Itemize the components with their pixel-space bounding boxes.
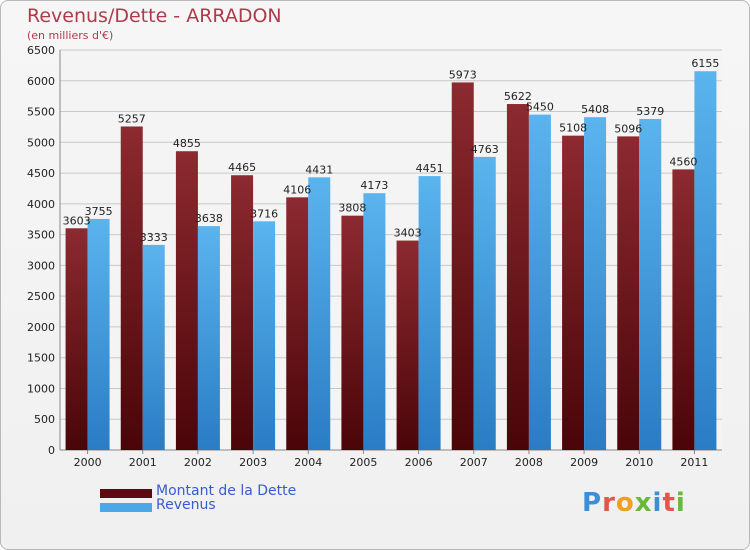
bar-debt [175, 151, 198, 450]
chart-title: Revenus/Dette - ARRADON [27, 5, 282, 27]
bar-debt [672, 169, 695, 450]
data-label-debt: 5096 [614, 122, 642, 135]
y-tick-label: 1000 [27, 382, 55, 395]
bar-debt [396, 240, 419, 450]
bar-debt [451, 82, 474, 450]
bar-debt [65, 228, 88, 450]
data-label-revenue: 4763 [471, 143, 499, 156]
bar-debt [506, 104, 529, 451]
y-tick-label: 2000 [27, 321, 55, 334]
data-label-revenue: 4431 [305, 163, 333, 176]
y-tick-label: 4500 [27, 167, 55, 180]
bar-debt [562, 135, 585, 450]
data-label-revenue: 5450 [526, 101, 554, 114]
bars [65, 71, 717, 451]
logo-letter: i [652, 488, 663, 518]
data-label-debt: 4465 [228, 161, 256, 174]
x-tick-label: 2002 [184, 456, 212, 469]
bar-revenue [694, 71, 717, 450]
plot-area [60, 50, 722, 450]
data-label-revenue: 4173 [360, 179, 388, 192]
bar-revenue [308, 177, 331, 451]
grid-lines [60, 49, 722, 451]
y-tick-label: 6500 [27, 44, 55, 57]
y-tick-label: 4000 [27, 198, 55, 211]
legend-label-debt: Montant de la Dette [156, 483, 297, 499]
bar-revenue [473, 156, 496, 450]
data-label-revenue: 3716 [250, 207, 278, 220]
y-tick-label: 500 [34, 413, 55, 426]
y-tick-label: 5500 [27, 106, 55, 119]
legend-swatch-revenue [100, 503, 152, 512]
legend: Montant de la Dette Revenus [100, 483, 360, 514]
legend-swatch-debt [100, 489, 152, 498]
x-tick-label: 2009 [570, 456, 598, 469]
y-tick-label: 0 [48, 444, 55, 457]
axes: 0 500 1000 1500 2000 2500 3000 3500 4000 4500 5000… [27, 44, 722, 469]
bar-debt [286, 197, 309, 450]
bar-debt [617, 136, 640, 450]
x-tick-label: 2007 [460, 456, 488, 469]
bar-revenue [639, 118, 662, 450]
bar-debt [341, 215, 364, 450]
y-tick-label: 5000 [27, 136, 55, 149]
data-label-debt: 4560 [669, 155, 697, 168]
data-label-revenue: 5408 [581, 103, 609, 116]
x-tick-label: 2008 [515, 456, 543, 469]
data-label-debt: 3808 [338, 202, 366, 215]
x-tick-label: 2006 [405, 456, 433, 469]
y-tick-label: 1500 [27, 352, 55, 365]
data-label-debt: 4106 [283, 183, 311, 196]
logo-letter: t [662, 488, 676, 518]
bar-revenue [584, 117, 607, 450]
data-label-debt: 5973 [449, 68, 477, 81]
y-tick-label: 3500 [27, 229, 55, 242]
x-tick-label: 2010 [625, 456, 653, 469]
data-label-revenue: 6155 [691, 57, 719, 70]
data-label-debt: 3603 [63, 214, 91, 227]
x-tick-label: 2003 [239, 456, 267, 469]
bar-debt [231, 175, 254, 450]
data-label-debt: 5108 [559, 122, 587, 135]
legend-item-debt: Montant de la Dette [100, 483, 360, 500]
x-tick-label: 2005 [349, 456, 377, 469]
proxiti-logo: Proxiti [582, 488, 686, 518]
chart-subtitle: (en milliers d'€) [27, 29, 114, 42]
logo-letter: x [634, 488, 653, 518]
bar-revenue [142, 244, 165, 450]
data-label-revenue: 3755 [85, 205, 113, 218]
bar-revenue [363, 193, 386, 450]
data-label-debt: 5622 [504, 90, 532, 103]
logo-letter: o [615, 488, 635, 518]
data-label-revenue: 3638 [195, 212, 223, 225]
bar-revenue [87, 218, 110, 450]
bar-revenue [528, 114, 551, 450]
logo-letter: P [582, 488, 603, 518]
bar-revenue [253, 221, 276, 450]
y-tick-label: 3000 [27, 259, 55, 272]
data-label-revenue: 3333 [140, 231, 168, 244]
legend-item-revenue: Revenus [100, 497, 360, 514]
x-tick-label: 2000 [74, 456, 102, 469]
logo-letter: i [675, 488, 686, 518]
bar-revenue [197, 226, 220, 450]
legend-label-revenue: Revenus [156, 497, 216, 513]
data-label-revenue: 4451 [416, 162, 444, 175]
x-tick-label: 2001 [129, 456, 157, 469]
x-tick-label: 2011 [680, 456, 708, 469]
x-tick-label: 2004 [294, 456, 322, 469]
logo-letter: r [602, 488, 616, 518]
data-label-debt: 5257 [118, 112, 146, 125]
bar-debt [120, 126, 143, 450]
y-tick-label: 2500 [27, 290, 55, 303]
data-label-revenue: 5379 [636, 105, 664, 118]
y-tick-label: 6000 [27, 75, 55, 88]
data-label-debt: 4855 [173, 137, 201, 150]
data-label-debt: 3403 [394, 227, 422, 240]
bar-revenue [418, 176, 441, 451]
